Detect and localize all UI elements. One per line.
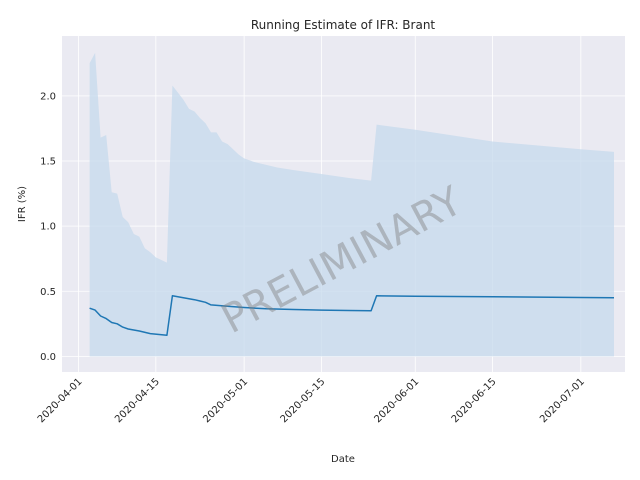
x-tick-label: 2020-07-01 bbox=[538, 376, 587, 425]
x-tick-label: 2020-06-15 bbox=[450, 376, 499, 425]
y-tick-label: 2.0 bbox=[40, 91, 56, 102]
x-tick-label: 2020-04-01 bbox=[36, 376, 85, 425]
y-tick-label: 1.0 bbox=[40, 222, 56, 233]
ifr-estimate-line bbox=[89, 295, 615, 337]
y-tick-label: 1.5 bbox=[40, 157, 56, 168]
y-tick-label: 0.0 bbox=[40, 352, 56, 363]
confidence-band bbox=[89, 52, 615, 357]
y-axis-label: IFR (%) bbox=[17, 186, 28, 222]
y-tick-labels: 0.0 0.5 1.0 1.5 2.0 bbox=[40, 91, 56, 362]
chart-title: Running Estimate of IFR: Brant bbox=[251, 18, 436, 32]
x-tick-label: 2020-04-15 bbox=[113, 376, 162, 425]
x-tick-label: 2020-05-15 bbox=[279, 376, 328, 425]
x-axis-label: Date bbox=[331, 454, 355, 465]
y-tick-label: 0.5 bbox=[40, 287, 56, 298]
x-tick-label: 2020-06-01 bbox=[372, 376, 421, 425]
x-tick-labels: 2020-04-01 2020-04-15 2020-05-01 2020-05-15… bbox=[36, 376, 587, 425]
x-tick-label: 2020-05-01 bbox=[201, 376, 250, 425]
